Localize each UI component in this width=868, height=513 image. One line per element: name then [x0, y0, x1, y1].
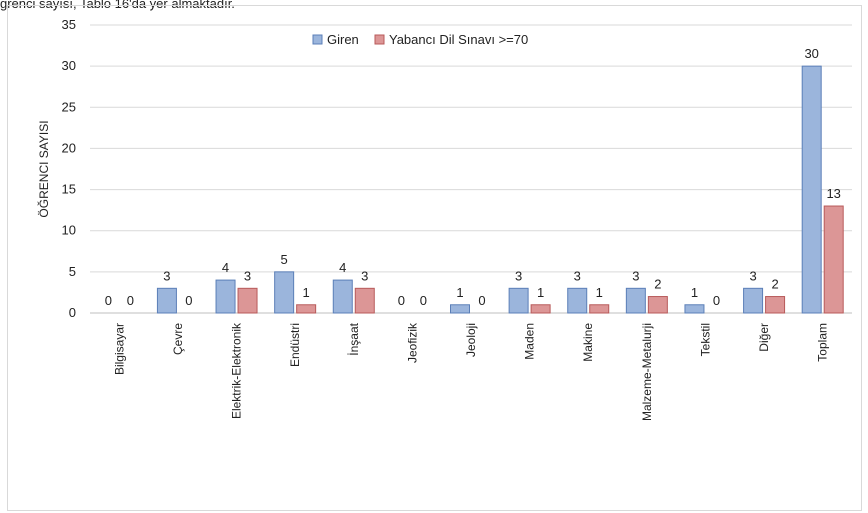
data-label: 2: [654, 277, 661, 292]
bar-giren: [450, 304, 470, 314]
data-label: 4: [222, 260, 229, 275]
legend-label: Yabancı Dil Sınavı >=70: [389, 32, 528, 47]
data-label: 2: [771, 277, 778, 292]
x-tick-label: Malzeme-Metalurji: [640, 323, 654, 421]
bar-yds: [237, 287, 258, 314]
legend-swatch: [374, 34, 385, 45]
y-tick-label: 25: [62, 99, 76, 114]
gridlines: [90, 24, 852, 314]
data-label: 3: [244, 268, 251, 283]
x-tick-label: İnşaat: [347, 322, 361, 355]
bar-yds: [823, 205, 844, 314]
bar-giren: [274, 271, 295, 314]
data-label: 5: [281, 252, 288, 267]
x-tick-label: Diğer: [757, 323, 771, 352]
x-tick-label: Bilgisayar: [112, 323, 126, 375]
x-tick-label: Maden: [523, 323, 537, 360]
y-tick-label: 0: [69, 305, 76, 320]
bar-giren: [567, 287, 588, 314]
bar-yds: [589, 304, 610, 314]
x-tick-label: Toplam: [816, 323, 830, 362]
bar-giren: [684, 304, 705, 314]
data-label: 3: [574, 268, 581, 283]
x-tick-label: Jeoloji: [464, 323, 478, 357]
legend-label: Giren: [327, 32, 359, 47]
x-tick-label: Elektrik-Elektronik: [230, 322, 244, 419]
x-tick-label: Çevre: [171, 323, 185, 355]
y-axis: 0 5 10 15 20 25 30 35: [62, 17, 76, 320]
y-tick-label: 35: [62, 17, 76, 32]
bar-giren: [332, 279, 353, 314]
bars: [156, 65, 844, 314]
data-label: 1: [303, 285, 310, 300]
bar-giren: [625, 287, 646, 314]
data-label: 3: [749, 268, 756, 283]
data-label: 0: [398, 293, 405, 308]
y-axis-label: ÖĞRENCI SAYISI: [36, 120, 51, 217]
data-label: 3: [515, 268, 522, 283]
y-tick-label: 15: [62, 182, 76, 197]
data-label: 0: [185, 293, 192, 308]
x-axis: Bilgisayar Çevre Elektrik-Elektronik Endüst…: [112, 322, 829, 421]
bar-giren: [743, 287, 764, 314]
y-tick-label: 5: [69, 264, 76, 279]
x-tick-label: Jeofizik: [405, 322, 419, 363]
legend: Giren Yabancı Dil Sınavı >=70: [312, 32, 528, 47]
data-label: 0: [105, 293, 112, 308]
y-tick-label: 10: [62, 223, 76, 238]
data-label: 1: [456, 285, 463, 300]
y-tick-label: 20: [62, 140, 76, 155]
chart-frame: [7, 5, 862, 511]
data-label: 13: [826, 186, 840, 201]
data-label: 0: [713, 293, 720, 308]
data-label: 1: [596, 285, 603, 300]
bar-yds: [647, 296, 668, 314]
bar-giren: [801, 65, 822, 314]
data-label: 0: [420, 293, 427, 308]
data-label: 30: [804, 46, 818, 61]
data-label: 1: [537, 285, 544, 300]
y-tick-label: 30: [62, 58, 76, 73]
data-label: 3: [361, 268, 368, 283]
bar-yds: [530, 304, 551, 314]
bar-yds: [296, 304, 317, 314]
data-label: 1: [691, 285, 698, 300]
legend-swatch: [312, 34, 323, 45]
data-label: 3: [632, 268, 639, 283]
data-label: 0: [127, 293, 134, 308]
bar-giren: [508, 287, 529, 314]
bar-giren: [215, 279, 236, 314]
x-tick-label: Makine: [581, 323, 595, 362]
x-tick-label: Endüstri: [288, 323, 302, 367]
data-label: 4: [339, 260, 346, 275]
data-label: 3: [163, 268, 170, 283]
bar-giren: [156, 287, 177, 314]
x-tick-label: Tekstil: [698, 323, 712, 356]
bar-yds: [354, 287, 375, 314]
bar-yds: [765, 296, 786, 314]
data-label: 0: [478, 293, 485, 308]
